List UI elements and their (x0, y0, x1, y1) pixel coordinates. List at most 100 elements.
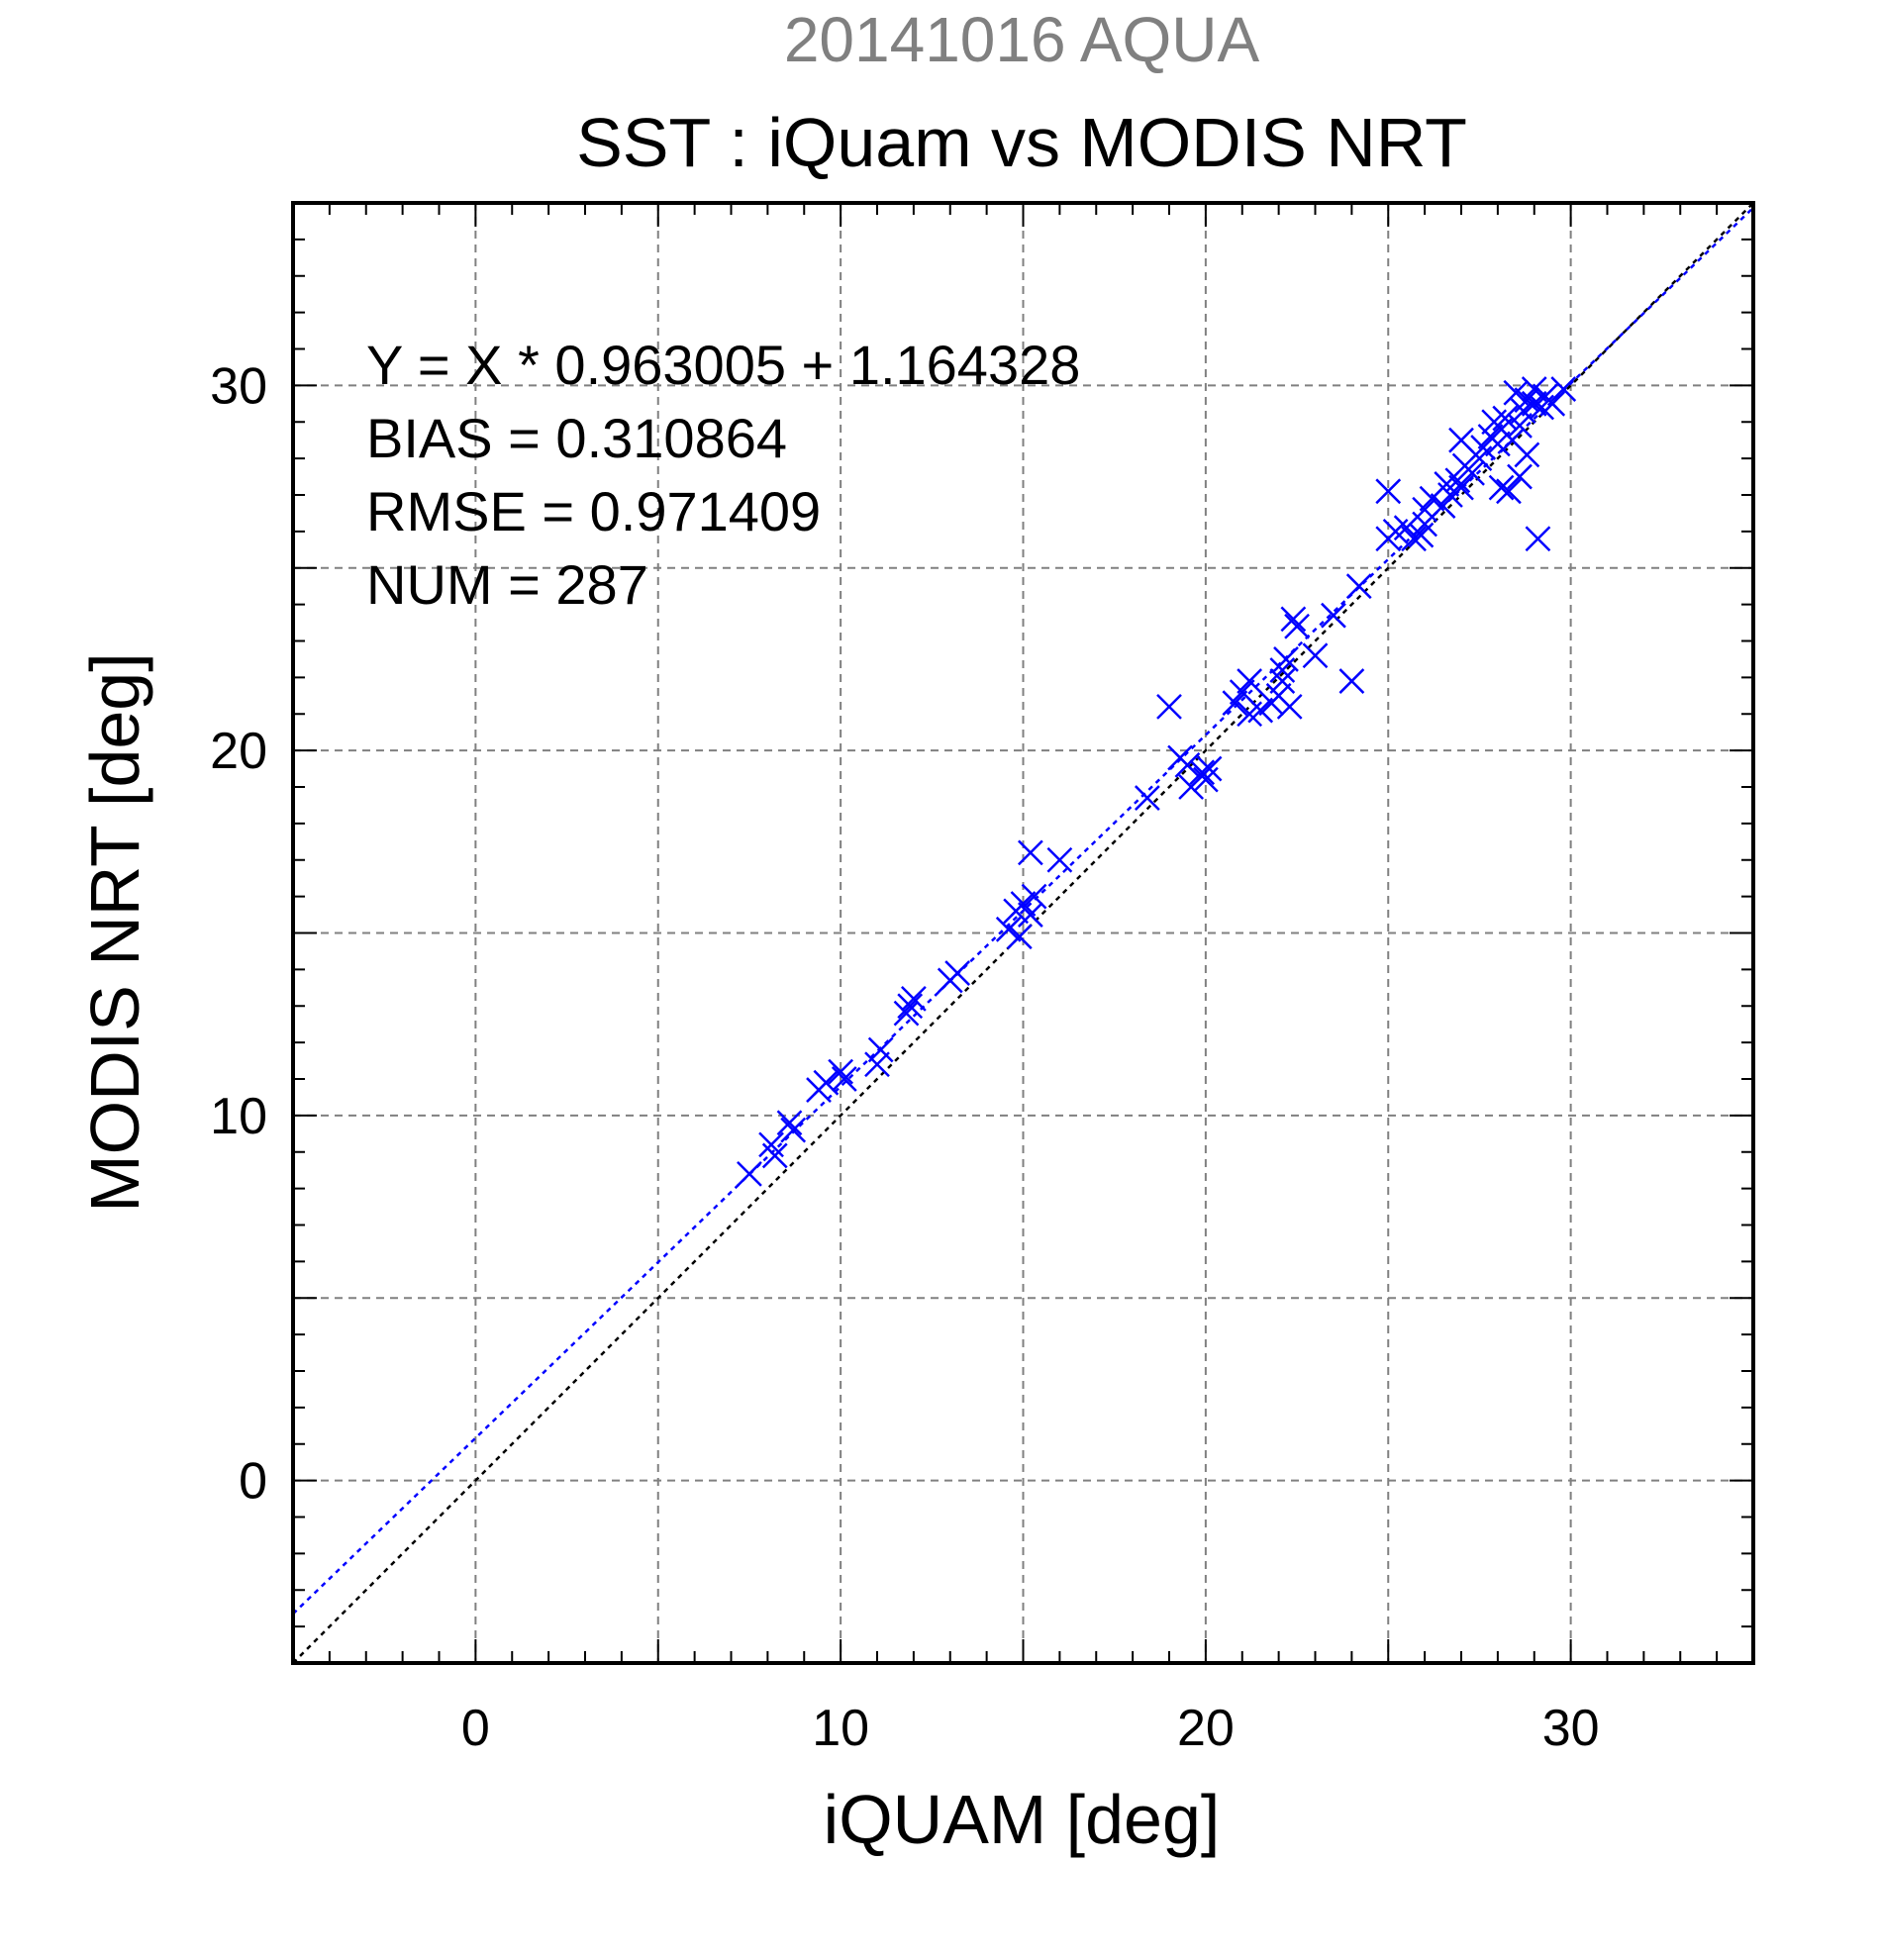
data-point-stroke (1269, 668, 1296, 694)
data-point (1269, 668, 1296, 694)
data-point (1189, 759, 1216, 786)
data-point-stroke (1437, 482, 1463, 508)
data-point-stroke (1247, 697, 1274, 724)
data-point-stroke (1488, 474, 1515, 501)
y-tick-label: 20 (210, 723, 267, 780)
plot-frame (291, 201, 1755, 1665)
data-point-stroke (1010, 891, 1037, 917)
data-point (1459, 459, 1485, 486)
data-point-stroke (1017, 839, 1043, 866)
data-point (897, 993, 924, 1020)
data-point-stroke (995, 916, 1022, 942)
data-point-stroke (1273, 646, 1299, 672)
data-point (1046, 846, 1073, 873)
data-point-stroke (864, 1051, 890, 1078)
data-point-stroke (1046, 846, 1073, 873)
stats-line-fit: Y = X * 0.963005 + 1.164328 (366, 334, 1080, 396)
data-point (1247, 697, 1274, 724)
data-point-stroke (1525, 526, 1551, 552)
data-point (1514, 441, 1540, 468)
x-axis-label: iQUAM [deg] (824, 1781, 1221, 1858)
data-point-stroke (1134, 785, 1160, 811)
data-point-stroke (1222, 690, 1248, 717)
y-tick-label: 0 (239, 1453, 267, 1511)
x-tick-label: 0 (461, 1700, 490, 1757)
data-point (831, 1066, 857, 1092)
data-point-stroke (1284, 613, 1310, 639)
data-point (1276, 693, 1303, 720)
data-point-stroke (1514, 387, 1540, 414)
data-point (1345, 573, 1372, 600)
data-point-stroke (900, 985, 927, 1012)
data-point (1338, 668, 1365, 694)
data-point (1010, 891, 1037, 917)
data-point (758, 1131, 784, 1158)
data-point (944, 960, 971, 986)
data-point-stroke (1189, 759, 1216, 786)
data-point-stroke (1006, 924, 1033, 950)
fit-line (293, 206, 1753, 1616)
data-point (1174, 751, 1201, 778)
data-points (737, 376, 1577, 1187)
tick-labels: 0 10 20 30 0 10 20 30 (210, 357, 1599, 1757)
data-point (1550, 376, 1577, 402)
data-point-stroke (1021, 883, 1047, 910)
data-point (867, 1036, 894, 1063)
data-point-stroke (1302, 642, 1329, 669)
data-point (1488, 474, 1515, 501)
data-point-stroke (1412, 496, 1438, 523)
y-tick-label: 10 (210, 1088, 267, 1145)
data-point-stroke (1448, 474, 1474, 501)
data-point-stroke (1507, 463, 1533, 490)
data-point (1273, 646, 1299, 672)
data-point (1156, 693, 1182, 720)
data-point-stroke (1496, 478, 1522, 505)
data-point (1484, 431, 1511, 457)
data-point-stroke (831, 1066, 857, 1092)
data-point-stroke (1444, 467, 1471, 494)
data-point-stroke (1507, 413, 1533, 439)
data-point (1021, 883, 1047, 910)
data-point (1437, 482, 1463, 508)
data-point-stroke (1174, 751, 1201, 778)
data-point-stroke (1321, 602, 1346, 629)
data-point-stroke (1539, 390, 1566, 417)
data-point-stroke (1338, 668, 1365, 694)
data-point (1017, 839, 1043, 866)
data-point (1375, 478, 1402, 505)
data-point-stroke (780, 1117, 807, 1143)
data-point-stroke (1345, 573, 1372, 600)
data-point-stroke (1492, 405, 1519, 432)
data-point-stroke (1499, 427, 1526, 453)
data-point-stroke (1196, 755, 1223, 782)
data-point (1280, 606, 1307, 633)
data-point (1284, 613, 1310, 639)
x-tick-label: 10 (812, 1700, 869, 1757)
data-point-stroke (1017, 902, 1043, 928)
data-point-stroke (776, 1110, 803, 1136)
grid-lines (293, 203, 1753, 1663)
data-point (864, 1051, 890, 1078)
data-point (1496, 478, 1522, 505)
y-axis-label: MODIS NRT [deg] (76, 652, 153, 1212)
data-point (780, 1117, 807, 1143)
data-point-stroke (761, 1142, 788, 1169)
data-point (995, 916, 1022, 942)
data-point (776, 1110, 803, 1136)
stats-line-rmse: RMSE = 0.971409 (366, 480, 821, 542)
data-point (1006, 924, 1033, 950)
data-point (1302, 642, 1329, 669)
data-point-stroke (1448, 427, 1474, 453)
data-point-stroke (813, 1069, 840, 1096)
data-point-stroke (737, 1160, 762, 1187)
data-point-stroke (1229, 679, 1255, 706)
chart-title: SST : iQuam vs MODIS NRT (576, 104, 1467, 181)
data-point-stroke (897, 993, 924, 1020)
data-point-stroke (1550, 376, 1577, 402)
data-point (737, 1160, 762, 1187)
data-point-stroke (1237, 668, 1263, 694)
data-point (1444, 467, 1471, 494)
data-point-stroke (1156, 693, 1182, 720)
x-tick-label: 20 (1177, 1700, 1235, 1757)
